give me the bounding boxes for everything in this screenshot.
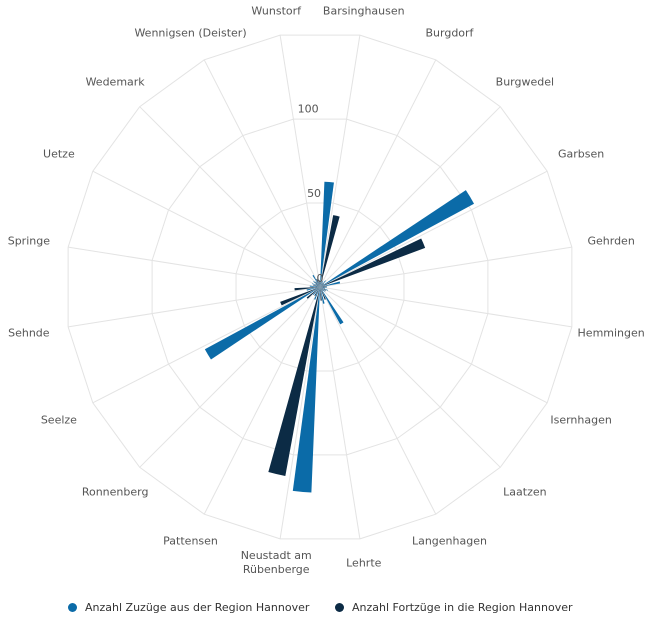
spoke <box>92 286 321 404</box>
bar <box>268 287 320 476</box>
bar <box>320 280 323 287</box>
spoke <box>68 286 321 328</box>
category-label: Burgwedel <box>495 75 555 89</box>
bar <box>309 285 320 287</box>
bar <box>320 287 328 291</box>
bar <box>320 286 327 287</box>
bar <box>320 287 325 304</box>
spoke <box>203 286 321 515</box>
category-label: Uetze <box>43 147 75 161</box>
bar <box>320 287 326 289</box>
category-label: Hemmingen <box>577 326 645 340</box>
bar <box>204 287 320 360</box>
bar <box>320 287 327 288</box>
spoke <box>319 286 501 468</box>
legend-label: Anzahl Zuzüge aus der Region Hannover <box>85 601 310 614</box>
category-label: Wunstorf <box>251 4 302 18</box>
category-label: Isernhagen <box>550 413 612 427</box>
bar <box>320 283 324 287</box>
bar <box>320 190 475 287</box>
bar <box>320 287 326 292</box>
bar <box>320 287 324 291</box>
bar <box>312 287 320 295</box>
y-tick-label: 100 <box>298 102 319 115</box>
bar <box>315 281 320 287</box>
spoke <box>92 170 321 288</box>
bar <box>320 287 326 291</box>
category-label: Burgdorf <box>425 26 474 40</box>
category-label: Neustadt am Rübenberge <box>240 549 312 577</box>
bar <box>317 278 320 287</box>
category-label: Pattensen <box>163 534 218 548</box>
spoke <box>319 246 572 288</box>
y-tick-label: 0 <box>317 272 324 285</box>
bar <box>312 283 320 287</box>
spoke <box>139 286 321 468</box>
legend-item: Anzahl Zuzüge aus der Region Hannover <box>68 601 309 614</box>
category-label: Wennigsen (Deister) <box>134 26 247 40</box>
bar <box>313 285 320 287</box>
spoke <box>319 286 548 404</box>
spoke <box>319 286 572 328</box>
category-label: Springe <box>7 234 50 248</box>
spoke <box>68 246 321 288</box>
spoke <box>319 286 437 515</box>
spoke <box>319 35 361 288</box>
bar <box>320 282 323 287</box>
category-label: Lehrte <box>346 556 382 570</box>
bar <box>314 287 320 296</box>
bar <box>320 238 426 287</box>
bar <box>312 275 320 287</box>
legend-label: Anzahl Fortzüge in die Region Hannover <box>352 601 573 614</box>
bar <box>319 280 320 287</box>
category-label: Garbsen <box>557 147 605 161</box>
bar <box>315 284 320 287</box>
bar <box>320 287 326 300</box>
bar <box>314 287 320 300</box>
spoke <box>319 170 548 288</box>
spoke <box>319 286 361 539</box>
legend-marker <box>335 603 344 612</box>
bar <box>320 181 334 287</box>
bar <box>320 281 341 287</box>
category-label: Gehrden <box>587 234 635 248</box>
category-label: Ronnenberg <box>81 485 149 499</box>
spoke <box>319 106 501 288</box>
category-label: Sehnde <box>8 326 50 340</box>
spoke <box>319 59 437 288</box>
bar <box>292 287 320 493</box>
category-label: Laatzen <box>503 485 547 499</box>
bar <box>320 287 322 301</box>
y-tick-label: 50 <box>307 187 321 200</box>
category-label: Barsinghausen <box>322 4 405 18</box>
legend-marker <box>68 603 77 612</box>
bar <box>320 280 326 287</box>
category-label: Seelze <box>40 413 77 427</box>
category-label: Langenhagen <box>411 534 487 548</box>
spoke <box>203 59 321 288</box>
legend-item: Anzahl Fortzüge in die Region Hannover <box>335 601 573 614</box>
bar <box>313 281 320 287</box>
bar <box>320 215 340 287</box>
category-label: Wedemark <box>85 75 145 89</box>
bar <box>316 279 320 287</box>
spoke <box>279 286 321 539</box>
bar <box>280 287 320 306</box>
bar <box>306 287 320 299</box>
bar <box>320 287 344 325</box>
bar <box>294 287 320 291</box>
spoke <box>139 106 321 288</box>
bar <box>306 287 320 291</box>
spoke <box>279 35 321 288</box>
